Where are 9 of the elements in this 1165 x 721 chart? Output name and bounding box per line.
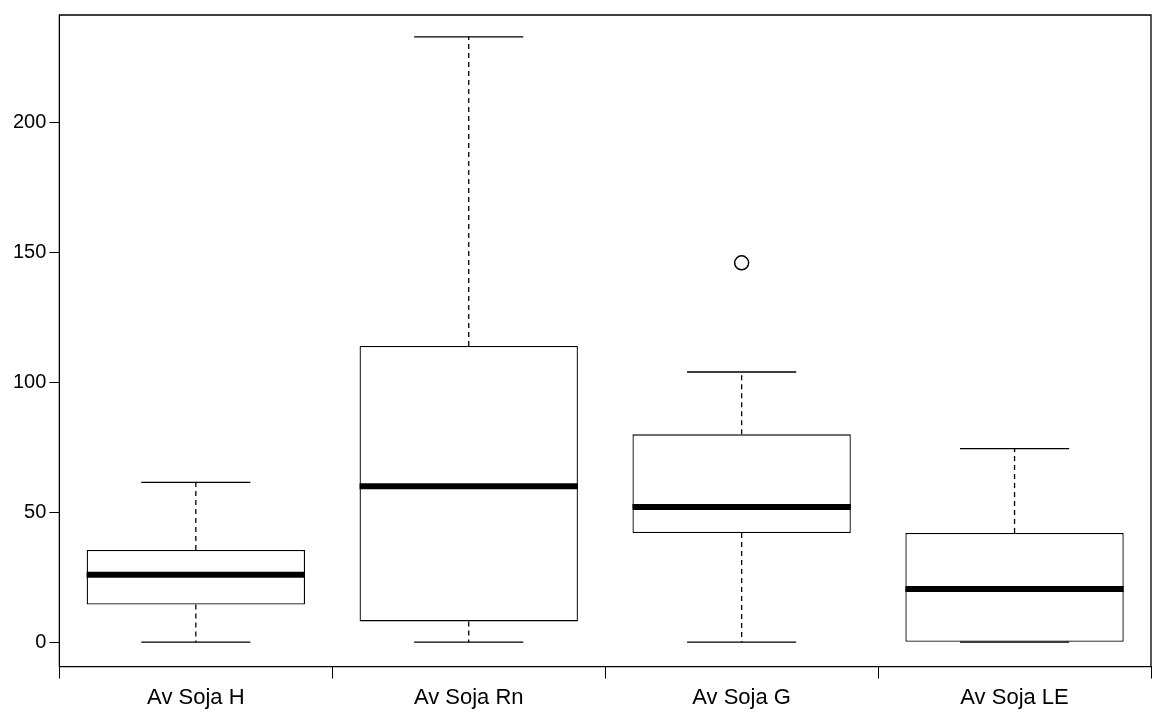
x-tick-label: Av Soja LE (960, 683, 1069, 709)
x-tick-label: Av Soja Rn (413, 683, 524, 709)
y-tick-label: 200 (12, 110, 47, 133)
y-tick-label: 50 (24, 499, 47, 522)
x-tick-label: Av Soja G (692, 683, 791, 709)
x-tick-label: Av Soja H (147, 683, 245, 709)
y-tick-label: 150 (12, 239, 47, 262)
y-tick-label: 0 (35, 629, 47, 652)
y-tick-label: 100 (12, 369, 47, 392)
